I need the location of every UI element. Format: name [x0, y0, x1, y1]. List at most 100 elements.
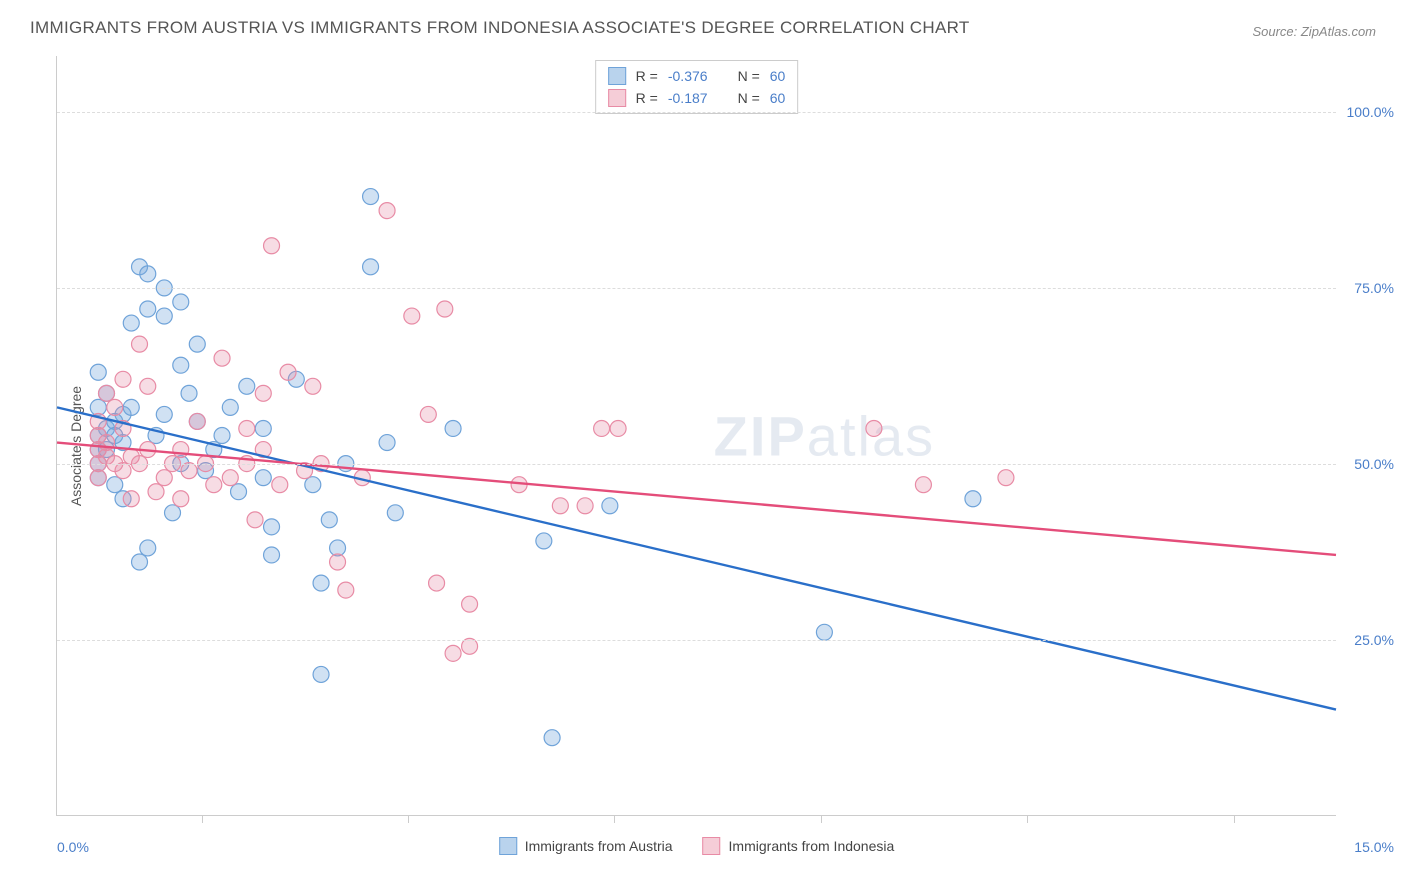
data-point	[462, 596, 478, 612]
data-point	[445, 645, 461, 661]
data-point	[544, 730, 560, 746]
legend-correlation: R = -0.376 N = 60 R = -0.187 N = 60	[595, 60, 799, 114]
data-point	[239, 378, 255, 394]
x-tick	[202, 815, 203, 823]
data-point	[132, 554, 148, 570]
data-point	[173, 294, 189, 310]
data-point	[313, 575, 329, 591]
r-value-indonesia: -0.187	[668, 90, 708, 106]
y-tick-label: 100.0%	[1347, 104, 1394, 120]
gridline	[57, 464, 1336, 465]
chart-svg	[57, 56, 1336, 815]
data-point	[363, 259, 379, 275]
y-tick-label: 75.0%	[1354, 280, 1394, 296]
gridline	[57, 288, 1336, 289]
data-point	[610, 420, 626, 436]
data-point	[189, 336, 205, 352]
data-point	[214, 350, 230, 366]
data-point	[379, 435, 395, 451]
series-name-austria: Immigrants from Austria	[525, 838, 673, 854]
data-point	[90, 470, 106, 486]
y-tick-label: 50.0%	[1354, 456, 1394, 472]
data-point	[115, 371, 131, 387]
x-tick	[614, 815, 615, 823]
data-point	[602, 498, 618, 514]
data-point	[437, 301, 453, 317]
data-point	[445, 420, 461, 436]
data-point	[123, 491, 139, 507]
data-point	[206, 477, 222, 493]
x-tick	[408, 815, 409, 823]
data-point	[420, 406, 436, 422]
n-label: N =	[738, 68, 760, 84]
data-point	[214, 428, 230, 444]
r-label: R =	[636, 68, 658, 84]
data-point	[594, 420, 610, 436]
gridline	[57, 112, 1336, 113]
x-tick	[821, 815, 822, 823]
data-point	[866, 420, 882, 436]
legend-item-indonesia: Immigrants from Indonesia	[703, 837, 895, 855]
data-point	[140, 378, 156, 394]
n-label: N =	[738, 90, 760, 106]
data-point	[173, 491, 189, 507]
r-value-austria: -0.376	[668, 68, 708, 84]
legend-item-austria: Immigrants from Austria	[499, 837, 673, 855]
data-point	[387, 505, 403, 521]
data-point	[156, 470, 172, 486]
data-point	[338, 582, 354, 598]
data-point	[222, 399, 238, 415]
data-point	[536, 533, 552, 549]
y-tick-label: 25.0%	[1354, 632, 1394, 648]
data-point	[255, 470, 271, 486]
data-point	[552, 498, 568, 514]
data-point	[123, 315, 139, 331]
r-label: R =	[636, 90, 658, 106]
data-point	[321, 512, 337, 528]
swatch-indonesia-icon	[703, 837, 721, 855]
data-point	[965, 491, 981, 507]
data-point	[156, 406, 172, 422]
data-point	[132, 336, 148, 352]
data-point	[99, 385, 115, 401]
data-point	[90, 364, 106, 380]
data-point	[330, 554, 346, 570]
data-point	[305, 477, 321, 493]
data-point	[280, 364, 296, 380]
data-point	[264, 547, 280, 563]
swatch-austria	[608, 67, 626, 85]
data-point	[363, 189, 379, 205]
data-point	[313, 666, 329, 682]
plot-area: ZIPatlas R = -0.376 N = 60 R = -0.187 N …	[56, 56, 1336, 816]
data-point	[239, 420, 255, 436]
data-point	[123, 399, 139, 415]
data-point	[577, 498, 593, 514]
chart-source: Source: ZipAtlas.com	[1252, 24, 1376, 39]
series-name-indonesia: Immigrants from Indonesia	[729, 838, 895, 854]
data-point	[148, 484, 164, 500]
data-point	[272, 477, 288, 493]
data-point	[231, 484, 247, 500]
data-point	[998, 470, 1014, 486]
x-tick	[1027, 815, 1028, 823]
data-point	[264, 238, 280, 254]
data-point	[915, 477, 931, 493]
legend-series: Immigrants from Austria Immigrants from …	[499, 837, 895, 855]
data-point	[264, 519, 280, 535]
data-point	[165, 505, 181, 521]
x-tick	[1234, 815, 1235, 823]
data-point	[816, 624, 832, 640]
data-point	[255, 385, 271, 401]
data-point	[247, 512, 263, 528]
data-point	[429, 575, 445, 591]
data-point	[140, 301, 156, 317]
data-point	[189, 413, 205, 429]
data-point	[305, 378, 321, 394]
n-value-indonesia: 60	[770, 90, 786, 106]
regression-line	[57, 407, 1336, 709]
gridline	[57, 640, 1336, 641]
x-axis-min-label: 0.0%	[57, 839, 89, 855]
n-value-austria: 60	[770, 68, 786, 84]
data-point	[107, 399, 123, 415]
x-axis-max-label: 15.0%	[1354, 839, 1394, 855]
